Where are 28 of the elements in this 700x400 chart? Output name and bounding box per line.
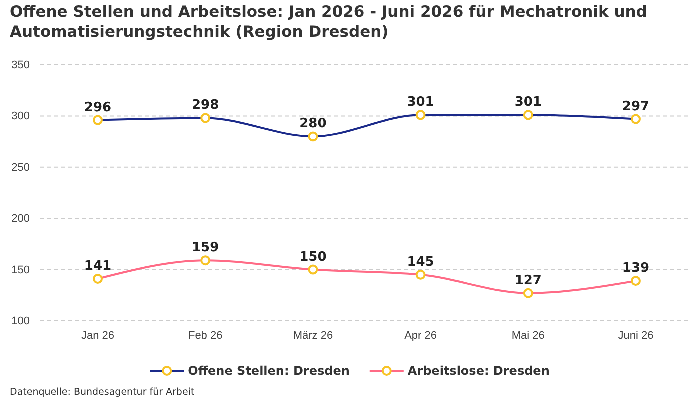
data-label: 301 (407, 95, 434, 110)
x-tick-label: Apr 26 (404, 330, 438, 342)
data-label: 296 (84, 100, 112, 116)
data-label: 301 (514, 95, 542, 110)
y-tick-label: 300 (12, 110, 30, 123)
x-tick-label: März 26 (293, 330, 334, 342)
y-tick-label: 150 (12, 264, 30, 276)
text: Datenquelle: Bundesagentur für Arbeit (10, 387, 195, 398)
x-tick-label: Jan 26 (81, 330, 115, 342)
legend-label: Arbeitslose: Dresden (408, 364, 550, 378)
data-label: 145 (407, 254, 434, 270)
y-tick-label: 200 (12, 213, 30, 226)
x-tick-label: Feb 26 (188, 330, 223, 342)
data-label: 298 (192, 98, 220, 114)
x-tick-label: Juni 26 (618, 330, 654, 342)
x-tick-label: Mai 26 (512, 330, 545, 342)
legend-label: Offene Stellen: Dresden (188, 364, 350, 378)
data-label: 141 (84, 259, 112, 274)
y-tick-label: 100 (12, 316, 30, 328)
y-tick-label: 350 (12, 60, 30, 72)
data-label: 150 (300, 250, 327, 265)
chart-title: Offene Stellen und Arbeitslose: Jan 2026 - Juni 2026 für Mechatronik und Automatisierungstechnik (Region Dresden) (10, 3, 648, 41)
y-tick-label: 250 (12, 162, 30, 174)
data-label: 127 (514, 273, 542, 288)
data-label: 280 (300, 116, 327, 132)
data-label: 297 (622, 99, 650, 114)
data-label: 139 (622, 261, 650, 276)
data-label: 159 (192, 240, 220, 256)
